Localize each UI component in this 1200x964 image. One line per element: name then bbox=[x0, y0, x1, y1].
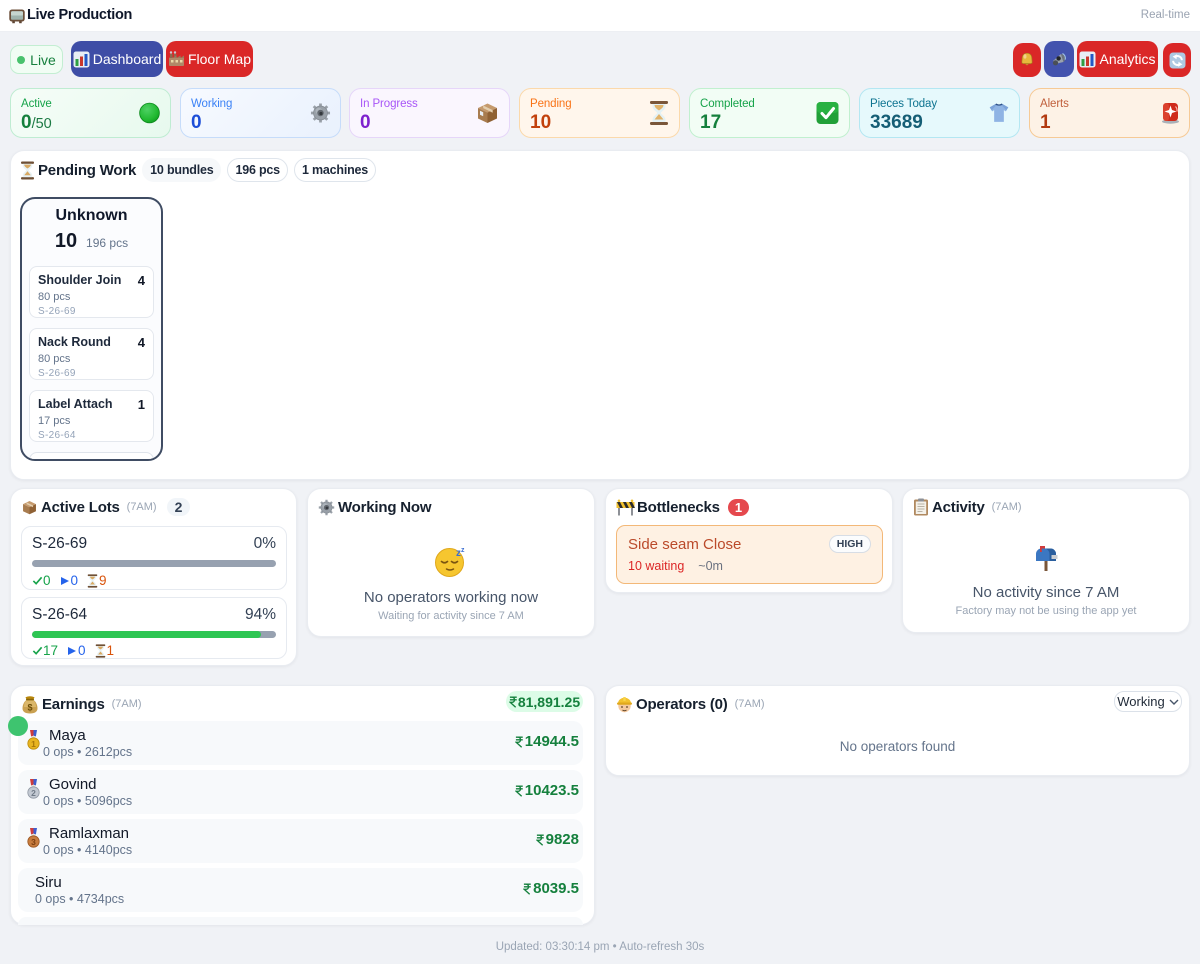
svg-text:2: 2 bbox=[31, 788, 36, 798]
svg-text:z: z bbox=[456, 548, 461, 559]
svg-text:3: 3 bbox=[31, 837, 36, 847]
svg-text:z: z bbox=[461, 547, 465, 554]
svg-text:1: 1 bbox=[31, 739, 36, 749]
svg-text:$: $ bbox=[27, 702, 32, 712]
